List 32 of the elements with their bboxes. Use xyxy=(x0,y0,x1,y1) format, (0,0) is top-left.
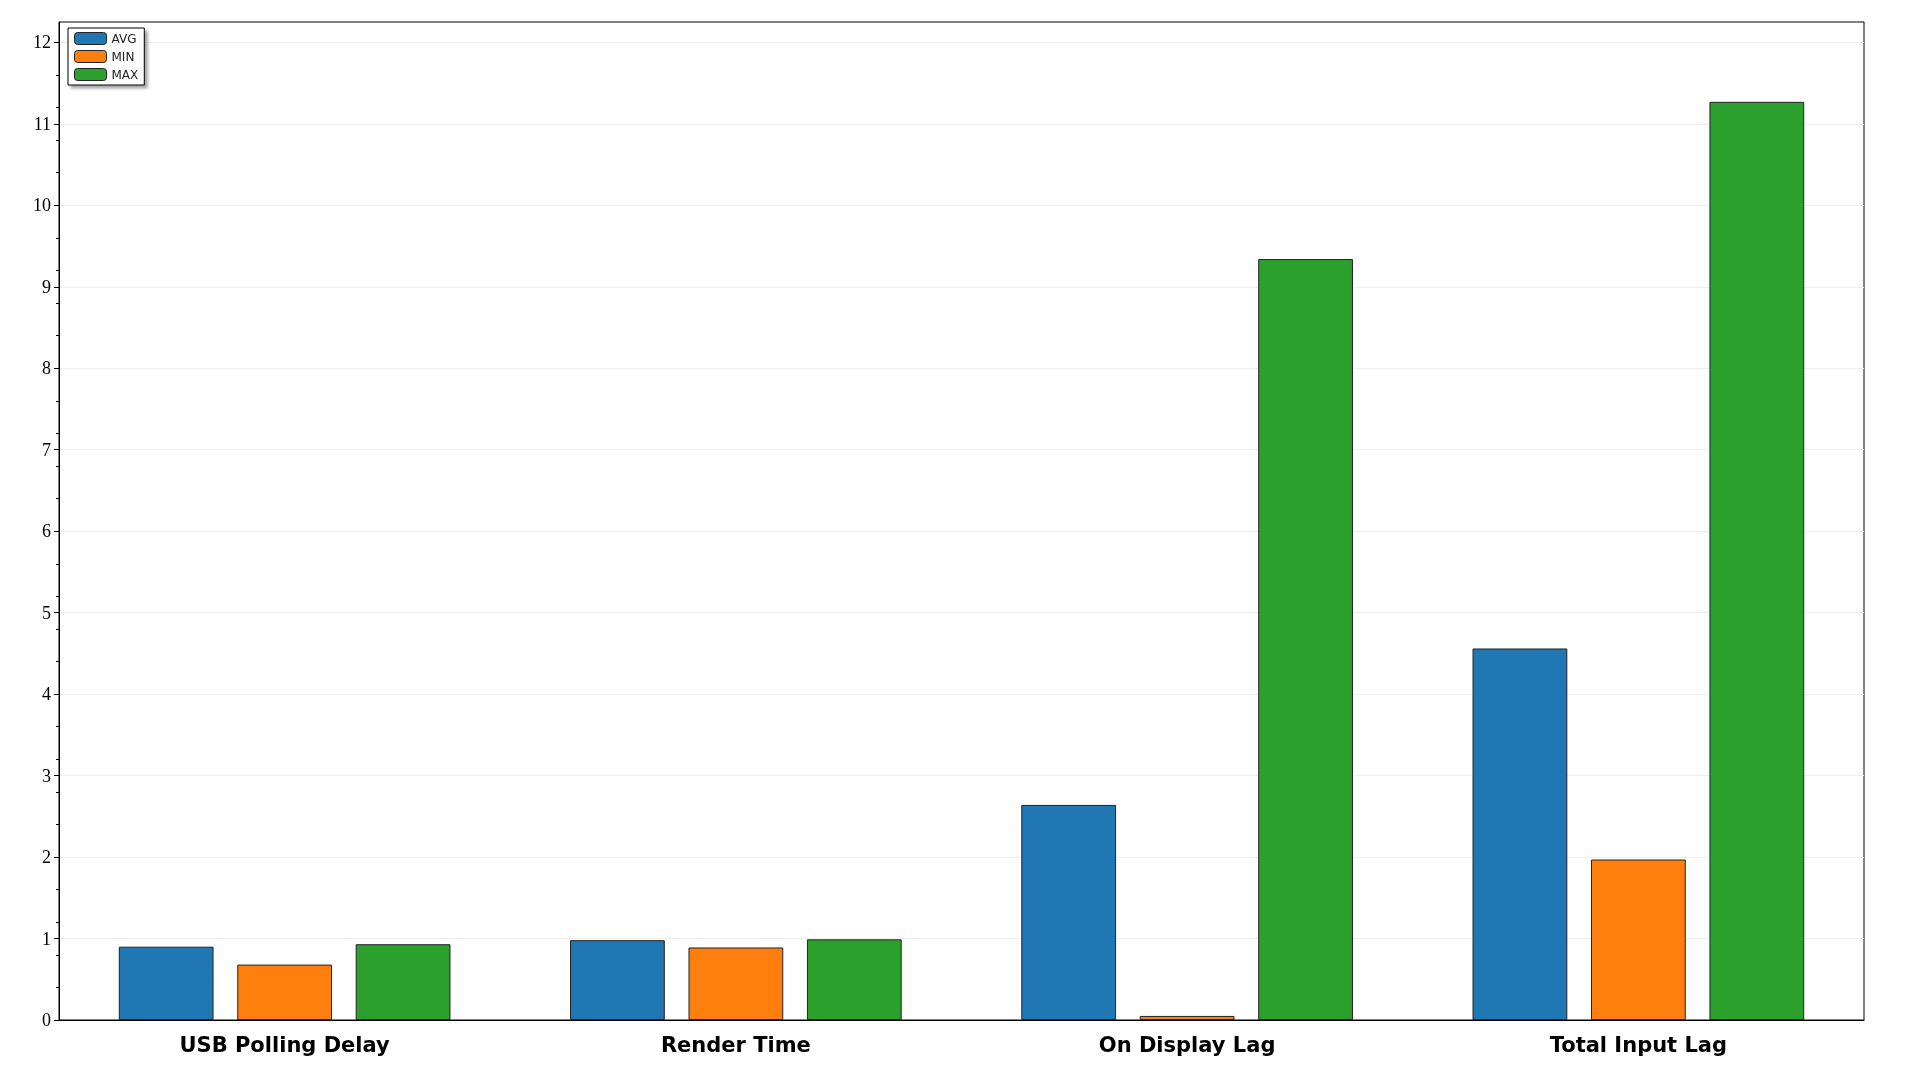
y-tick-label: 4 xyxy=(42,684,51,705)
bar xyxy=(355,944,451,1020)
bar xyxy=(1472,648,1568,1020)
bar xyxy=(118,946,214,1020)
bar xyxy=(688,947,784,1020)
bar xyxy=(570,940,665,1020)
y-tick-label: 10 xyxy=(33,195,51,216)
x-tick-label: USB Polling Delay xyxy=(179,1032,391,1057)
x-tick-label: Total Input Lag xyxy=(1549,1032,1728,1057)
y-tick-label: 0 xyxy=(42,1010,51,1030)
y-tick-label: 6 xyxy=(42,521,51,542)
bar xyxy=(237,964,333,1020)
bar xyxy=(1139,1015,1235,1020)
bar xyxy=(806,939,902,1020)
x-tick-label: Render Time xyxy=(660,1032,811,1057)
y-tick-label: 7 xyxy=(42,439,51,460)
y-tick-label: 12 xyxy=(33,32,51,53)
y-tick-label: 9 xyxy=(42,276,51,297)
x-tick-label: On Display Lag xyxy=(1098,1032,1276,1057)
legend-label: MAX xyxy=(111,67,139,82)
y-tick-label: 8 xyxy=(42,358,51,379)
y-tick-label: 3 xyxy=(42,765,51,786)
y-tick-label: 5 xyxy=(42,602,51,623)
y-tick-label: 11 xyxy=(33,113,51,134)
bar xyxy=(1709,101,1805,1020)
y-tick-label: 1 xyxy=(42,928,51,949)
y-tick-label: 2 xyxy=(42,847,51,868)
legend-label: MIN xyxy=(111,49,135,64)
bar xyxy=(1021,804,1117,1020)
legend-label: AVG xyxy=(111,31,137,46)
bar xyxy=(1258,259,1353,1020)
bar xyxy=(1590,859,1686,1020)
